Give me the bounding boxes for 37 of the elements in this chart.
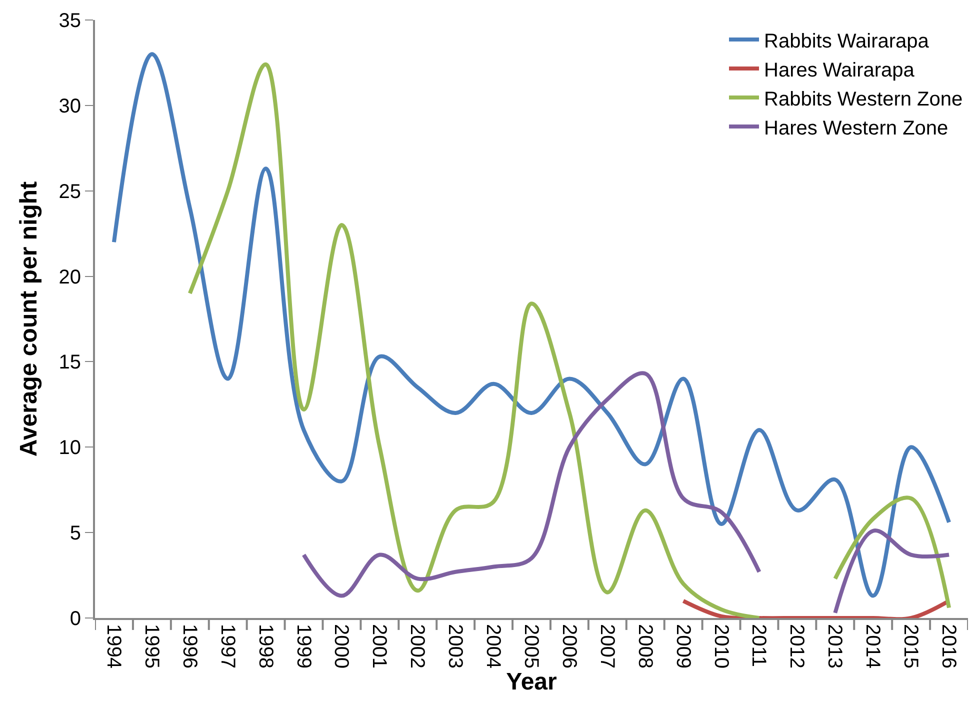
y-tick-label: 25 — [58, 180, 81, 203]
y-tick-label: 0 — [70, 608, 81, 630]
x-tick-label: 2008 — [634, 624, 656, 668]
x-tick-label: 2005 — [520, 624, 542, 668]
y-tick-label: 5 — [70, 522, 81, 545]
x-tick-label: 2003 — [444, 624, 466, 668]
x-tick-label: 1995 — [140, 624, 162, 668]
x-axis-title: Year — [506, 668, 557, 696]
x-tick-label: 1996 — [178, 624, 200, 668]
y-tick-label: 20 — [58, 266, 81, 288]
x-tick-label: 2007 — [596, 624, 618, 668]
y-tick-label: 10 — [58, 437, 81, 460]
x-tick-label: 2013 — [824, 624, 846, 668]
x-tick-label: 2012 — [786, 624, 808, 668]
x-tick-label: 2000 — [330, 624, 352, 668]
legend-label: Rabbits Western Zone — [764, 88, 963, 110]
legend-label: Hares Wairarapa — [764, 59, 916, 82]
y-tick-label: 30 — [58, 95, 81, 118]
x-tick-label: 2004 — [482, 624, 504, 668]
x-tick-label: 2014 — [862, 624, 884, 668]
x-tick-label: 2006 — [558, 624, 580, 668]
x-tick-label: 2001 — [368, 624, 390, 668]
legend-label: Hares Western Zone — [764, 117, 948, 140]
x-tick-label: 2011 — [748, 624, 770, 668]
x-tick-label: 1994 — [102, 624, 124, 668]
y-tick-label: 35 — [58, 10, 81, 32]
legend-label: Rabbits Wairarapa — [764, 30, 930, 52]
x-tick-label: 2016 — [938, 624, 960, 668]
x-tick-label: 1999 — [292, 624, 314, 668]
x-tick-label: 2015 — [900, 624, 922, 668]
x-tick-label: 2010 — [710, 624, 732, 668]
y-tick-label: 15 — [58, 352, 81, 374]
y-axis-title: Average count per night — [15, 181, 42, 457]
x-tick-label: 1997 — [216, 624, 238, 668]
x-tick-label: 2002 — [406, 624, 428, 668]
x-tick-label: 1998 — [254, 624, 276, 668]
x-tick-label: 2009 — [672, 624, 694, 668]
